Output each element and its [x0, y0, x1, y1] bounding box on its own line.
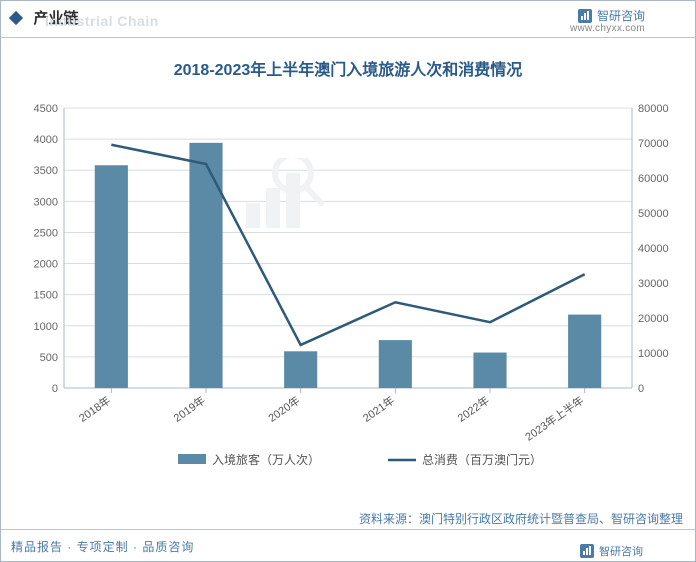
page-container: 产业链 Industrial Chain 智研咨询 www.chyxx.com … [0, 0, 696, 562]
bar [284, 351, 317, 388]
svg-text:4500: 4500 [34, 103, 58, 115]
source-note: 资料来源：澳门特别行政区政府统计暨普查局、智研咨询整理 [359, 510, 683, 527]
x-category-label: 2022年 [455, 393, 492, 425]
svg-text:30000: 30000 [638, 278, 669, 290]
x-category-label: 2021年 [360, 393, 397, 425]
section-header: 产业链 Industrial Chain 智研咨询 www.chyxx.com [1, 1, 695, 37]
combo-chart: 0 500 1000 1500 2000 2500 3000 3500 4000 4500 0 100… [8, 98, 688, 506]
svg-text:2500: 2500 [34, 227, 58, 239]
svg-text:70000: 70000 [638, 138, 669, 150]
brand-url-top: www.chyxx.com [570, 23, 645, 34]
chart-region: 2018-2023年上半年澳门入境旅游人次和消费情况 0 500 1000 1500 2… [1, 37, 695, 529]
svg-text:60000: 60000 [638, 173, 669, 185]
svg-text:500: 500 [40, 352, 58, 364]
svg-text:3000: 3000 [34, 196, 58, 208]
svg-text:80000: 80000 [638, 103, 669, 115]
line-series [111, 145, 584, 345]
bar [473, 353, 506, 388]
svg-text:2000: 2000 [34, 259, 58, 271]
svg-text:1500: 1500 [34, 290, 58, 302]
svg-text:0: 0 [52, 383, 58, 395]
brand-logo-icon-bottom [579, 543, 595, 559]
brand-name-top: 智研咨询 [597, 7, 645, 24]
x-category-label: 2020年 [265, 393, 302, 425]
page-footer: 精品报告 · 专项定制 · 品质咨询 智研咨询 [1, 529, 695, 561]
svg-text:0: 0 [638, 383, 644, 395]
bar [189, 143, 222, 388]
section-title-ghost: Industrial Chain [45, 13, 159, 29]
svg-text:1000: 1000 [34, 321, 58, 333]
bar [568, 315, 601, 388]
footer-tagline: 精品报告 · 专项定制 · 品质咨询 [11, 538, 194, 555]
legend-line-label: 总消费（百万澳门元） [422, 452, 542, 467]
x-category-label: 2023年上半年 [522, 393, 586, 444]
brand-name-bottom: 智研咨询 [599, 543, 643, 559]
svg-text:40000: 40000 [638, 243, 669, 255]
x-category-label: 2019年 [171, 393, 208, 425]
svg-text:50000: 50000 [638, 208, 669, 220]
chart-title: 2018-2023年上半年澳门入境旅游人次和消费情况 [1, 38, 695, 98]
legend-bar-label: 入境旅客（万人次） [212, 452, 320, 467]
bar [95, 165, 128, 388]
bar [379, 340, 412, 388]
brand-logo-icon [577, 8, 593, 24]
svg-text:20000: 20000 [638, 313, 669, 325]
diamond-marker-icon [9, 10, 23, 24]
svg-text:10000: 10000 [638, 348, 669, 360]
x-category-label: 2018年 [76, 393, 113, 425]
brand-top: 智研咨询 [577, 7, 645, 24]
legend-bar-swatch [178, 454, 206, 464]
brand-bottom: 智研咨询 [579, 543, 643, 559]
svg-text:4000: 4000 [34, 134, 58, 146]
svg-text:3500: 3500 [34, 165, 58, 177]
